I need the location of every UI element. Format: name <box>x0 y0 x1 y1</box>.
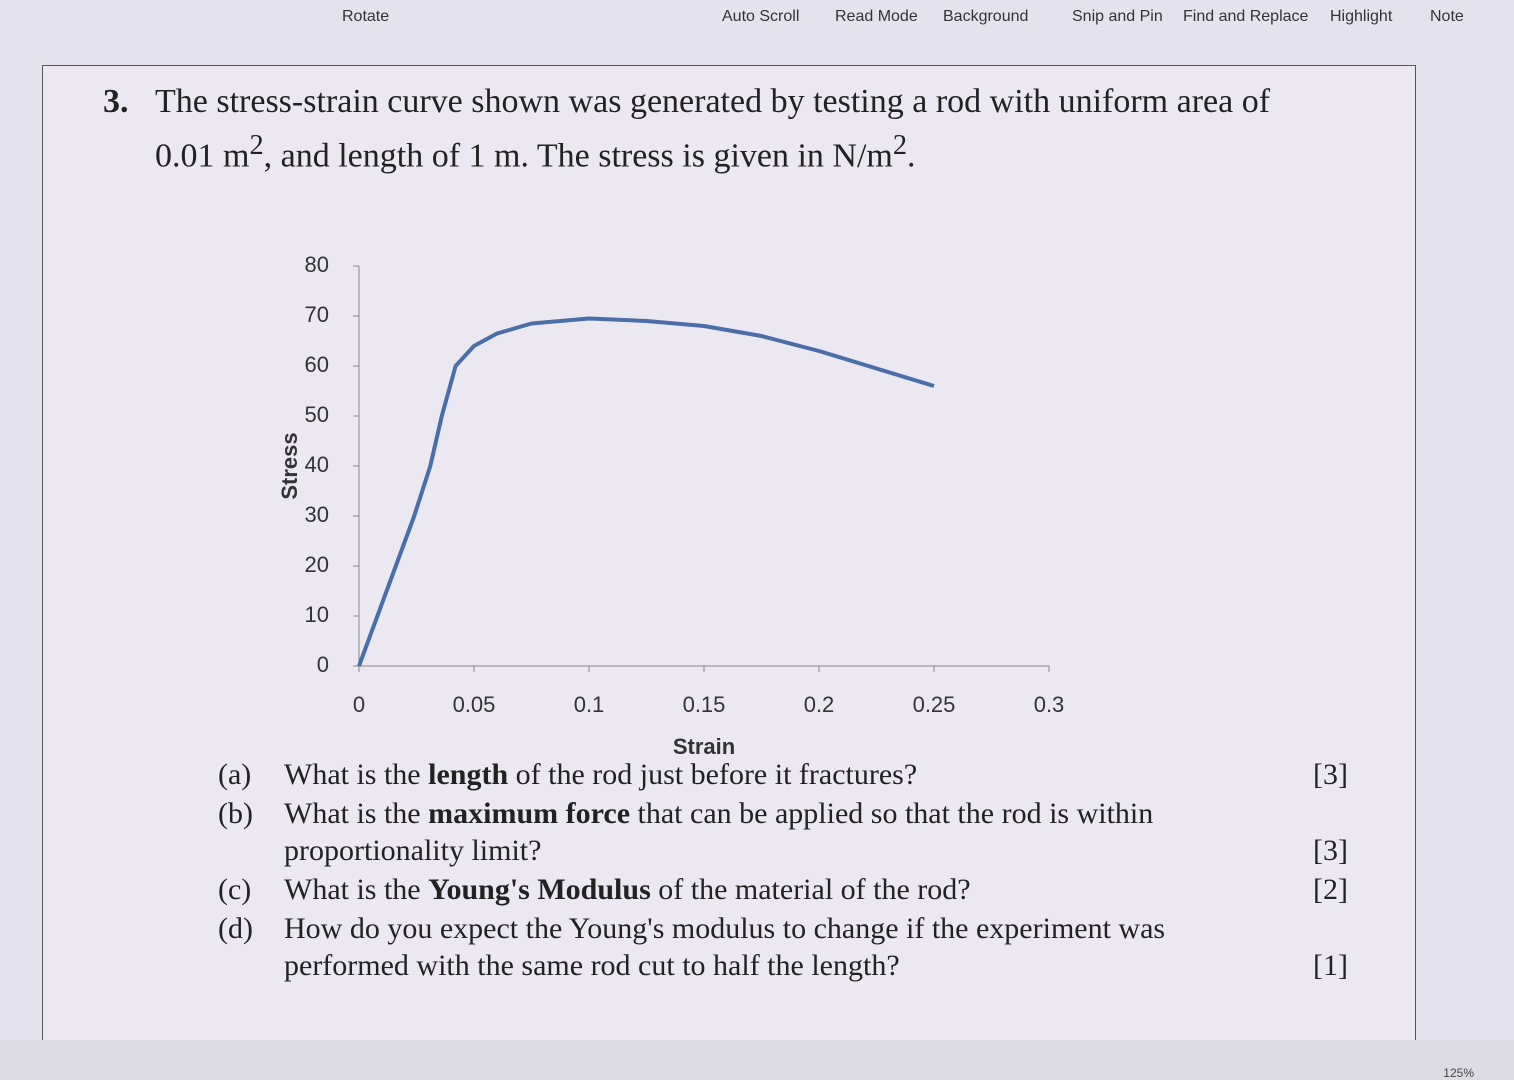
sub-questions: (a) What is the length of the rod just be… <box>218 756 1348 986</box>
zoom-level[interactable]: 125% <box>1443 1066 1474 1080</box>
question-number: 3. <box>103 83 129 120</box>
x-tick-label: 0.25 <box>913 692 956 717</box>
toolbar-button[interactable]: Find and Replace <box>1183 8 1309 25</box>
marks: [3] <box>1313 834 1348 867</box>
sub-question-label: (a) <box>218 758 252 791</box>
document: 3. The stress-strain curve shown was gen… <box>42 65 1416 1042</box>
sub-question: (c) What is the Young's Modulus of the ma… <box>218 871 1348 908</box>
y-tick-label: 50 <box>305 402 329 427</box>
sub-question-label: (c) <box>218 873 252 906</box>
toolbar-button[interactable]: Read Mode <box>835 8 918 25</box>
y-tick-label: 60 <box>305 352 329 377</box>
toolbar-button[interactable]: Note <box>1430 8 1464 25</box>
chart: 0 10 20 30 40 50 60 70 80 0 0.05 0.1 0.15 0.2 0.25 0.3 S… <box>277 252 1065 759</box>
toolbar-button[interactable]: Background <box>943 8 1029 25</box>
x-axis-title: Strain <box>673 734 735 759</box>
x-tick-label: 0.05 <box>453 692 496 717</box>
x-tick-label: 0.15 <box>683 692 726 717</box>
toolbar: Rotate Auto Scroll Read Mode Background Snip… <box>0 0 1514 40</box>
y-tick-label: 10 <box>305 602 329 627</box>
y-axis-title: Stress <box>277 432 302 499</box>
superscript: 2 <box>249 130 264 161</box>
question: 3. The stress-strain curve shown was gen… <box>103 80 1393 178</box>
marks: [3] <box>1313 758 1348 791</box>
sub-question-label: (b) <box>218 797 253 830</box>
status-bar: 125% <box>0 1040 1514 1080</box>
text-run: What is the <box>284 873 429 906</box>
y-tick-label: 20 <box>305 552 329 577</box>
question-line: 0.01 m2, and length of 1 m. The stress i… <box>155 124 1393 178</box>
question-body: The stress-strain curve shown was genera… <box>155 80 1393 178</box>
y-tick-label: 70 <box>305 302 329 327</box>
superscript: 2 <box>892 130 908 161</box>
marks: [1] <box>1313 949 1348 982</box>
x-tick-label: 0.2 <box>804 692 835 717</box>
text-run: that can be applied so that the rod is w… <box>284 797 1154 867</box>
bold-text: Young's Modulus <box>428 873 651 906</box>
text-run: . <box>907 137 916 175</box>
sub-question: (a) What is the length of the rod just be… <box>218 756 1348 793</box>
text-run: What is the <box>284 797 429 830</box>
text-run: 0.01 m <box>155 137 250 175</box>
text-run: How do you expect the Young's modulus to… <box>284 912 1166 982</box>
toolbar-button[interactable]: Snip and Pin <box>1072 8 1163 25</box>
marks: [2] <box>1313 873 1348 906</box>
sub-question-label: (d) <box>218 912 253 945</box>
text-run: , and length of 1 m. The stress is given… <box>263 137 893 175</box>
bold-text: maximum force <box>428 797 631 830</box>
text-run: of the material of the rod? <box>650 873 971 906</box>
y-tick-label: 0 <box>317 652 329 677</box>
sub-question: (b) What is the maximum force that can be… <box>218 795 1348 869</box>
bold-text: length <box>428 758 509 791</box>
toolbar-button[interactable]: Rotate <box>342 8 390 25</box>
x-tick-label: 0.3 <box>1034 692 1065 717</box>
toolbar-button[interactable]: Auto Scroll <box>722 8 800 25</box>
data-line <box>357 316 935 667</box>
toolbar-button[interactable]: Highlight <box>1330 8 1393 25</box>
sub-question: (d) How do you expect the Young's modulus… <box>218 910 1348 984</box>
y-tick-label: 80 <box>305 252 329 277</box>
x-tick-label: 0 <box>353 692 365 717</box>
text-run: of the rod just before it fractures? <box>508 758 918 791</box>
y-tick-label: 40 <box>305 452 329 477</box>
question-line: The stress-strain curve shown was genera… <box>155 83 1271 120</box>
text-run: What is the <box>284 758 429 791</box>
y-tick-label: 30 <box>305 502 329 527</box>
x-tick-label: 0.1 <box>574 692 605 717</box>
